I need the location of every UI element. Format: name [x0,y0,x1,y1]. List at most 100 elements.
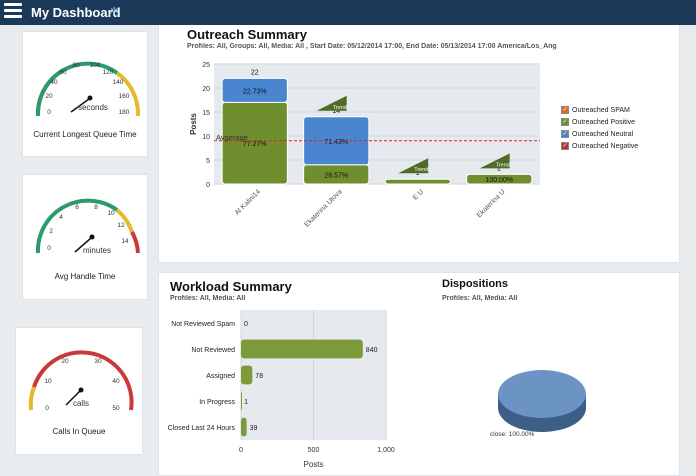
y-axis-label: Posts [189,113,198,135]
trend-label: Trend [333,105,347,111]
gauge-tick: 0 [47,109,51,116]
x-tick-label: 0 [239,447,243,454]
gauge-unit: minutes [83,246,111,255]
bar-segment [221,77,288,103]
page-title: My Dashboard [31,5,121,20]
workload-bar [241,391,242,411]
bar-total-label: 14 [332,108,340,115]
legend-item-positive[interactable]: ✓ Outreached Positive [561,118,636,126]
dispositions-subtitle: Profiles: All, Media: All [442,295,518,302]
y-tick-label: 10 [202,134,210,141]
bar-segment-label: 100.00% [485,177,513,184]
gauge-tick: 40 [112,378,120,385]
gear-icon[interactable]: ✲ [110,6,119,17]
gauge-widget-handle-time: 0 2 4 6 8 10 12 14 minutes Avg Handle Ti… [22,174,148,300]
legend-item-negative[interactable]: ✓ Outreached Negative [561,142,639,150]
y-category-label: In Progress [199,399,235,406]
gauge-queue-time: 0 20 40 60 80 100 120 140 160 180 second… [35,61,141,117]
outreach-subtitle: Profiles: All, Groups: All, Media: All ,… [187,43,557,50]
gauge-tick: 14 [121,238,129,245]
gauge-tick: 160 [119,93,130,100]
dispositions-title: Dispositions [442,278,509,290]
outreach-legend: ✓ Outreached SPAM ✓ Outreached Positive ✓ O… [561,104,638,152]
gauge-tick: 2 [49,228,53,235]
gauge-tick: 40 [50,79,58,86]
trend-marker [479,153,510,169]
gauge-tick: 0 [45,405,49,412]
y-category-label: Assigned [206,373,235,380]
x-tick-label: 1,000 [377,447,395,454]
gauge-label: Current Longest Queue Time [33,130,137,139]
gauge-tick: 0 [47,245,51,252]
trend-label: Trend [496,162,510,168]
gauge-tick: 80 [72,62,80,69]
bar-segment-label: 28.57% [324,172,348,179]
gauge-tick: 10 [44,378,52,385]
x-tick-label: 500 [308,447,320,454]
bar-segment-label: 77.27% [243,141,267,148]
gauge-handle-time: 0 2 4 6 8 10 12 14 minutes [35,198,140,255]
outreach-chart: 0 5 10 15 20 25 Posts 77.27% 22.73% 22 Al Kalini14… [189,62,540,229]
workload-subtitle: Profiles: All, Media: All [170,295,246,302]
gauge-tick: 100 [90,62,101,69]
workload-title: Workload Summary [170,279,292,294]
bar-segment-label: 22.73% [243,88,267,95]
gauge-calls-in-queue: 0 10 20 30 40 50 calls [28,350,134,412]
gauge-tick: 30 [94,358,102,365]
legend-label: Outreached Positive [572,118,636,126]
outreach-title: Outreach Summary [187,27,307,42]
workload-bar [241,365,253,385]
average-label: Avgerage [216,133,248,142]
bar-segment [384,178,451,185]
y-category-label: Not Reviewed Spam [171,321,235,328]
pie-slice-label: close: 100.00% [490,431,535,438]
gauge-tick: 8 [94,204,98,211]
legend-label: Outreached SPAM [572,106,630,114]
legend-item-neutral[interactable]: ✓ Outreached Neutral [561,130,634,138]
y-tick-label: 5 [206,158,210,165]
legend-item-spam[interactable]: ✓ Outreached SPAM [561,106,630,114]
workload-value-label: 840 [366,347,378,354]
legend-label: Outreached Negative [572,142,639,150]
dispositions-pie: close: 100.00% [490,370,586,438]
gauge-label: Calls In Queue [52,427,106,436]
bar-total-label: 22 [251,69,259,76]
gauge-unit: seconds [78,103,108,112]
trend-marker [316,95,347,111]
top-bar: My Dashboard ✲ [0,0,696,25]
workload-value-label: 39 [250,425,258,432]
gauge-widget-calls-in-queue: 0 10 20 30 40 50 calls Calls In Queue [15,327,143,455]
gauge-tick: 20 [45,93,53,100]
workload-bar [241,339,363,359]
bar-total-label: 1 [416,170,420,177]
x-tick-label: Ekaterina Utova [303,188,343,228]
gauge-tick: 50 [112,405,120,412]
gauge-unit: calls [73,399,89,408]
bar-segment [466,173,533,185]
y-tick-label: 20 [202,86,210,93]
gauge-needle-hub [89,234,95,240]
legend-label: Outreached Neutral [572,130,634,138]
y-tick-label: 0 [206,182,210,189]
workload-bar [241,417,247,437]
gauge-label: Avg Handle Time [54,272,116,281]
trend-marker [398,158,429,174]
gauge-needle-hub [78,387,84,393]
y-tick-label: 25 [202,62,210,69]
workload-chart: 0 500 1,000 Posts Not Reviewed Spam 0 Not Revi… [168,310,395,469]
gauge-tick: 140 [113,79,124,86]
gauge-tick: 120 [103,69,114,76]
x-tick-label: Ekaterina U [476,188,507,219]
gauge-tick: 10 [107,210,115,217]
gauge-tick: 180 [119,109,130,116]
pie-slice-close[interactable] [498,370,586,418]
gauge-widget-queue-time: 0 20 40 60 80 100 120 140 160 180 second… [22,31,148,157]
y-category-label: Closed Last 24 Hours [168,425,236,432]
x-tick-label: E U [412,188,425,201]
y-category-label: Not Reviewed [191,347,235,354]
workload-value-label: 78 [255,373,263,380]
gauge-tick: 60 [59,69,67,76]
hamburger-icon[interactable] [4,3,22,21]
gauge-tick: 12 [117,222,125,229]
workload-value-label: 1 [244,399,248,406]
